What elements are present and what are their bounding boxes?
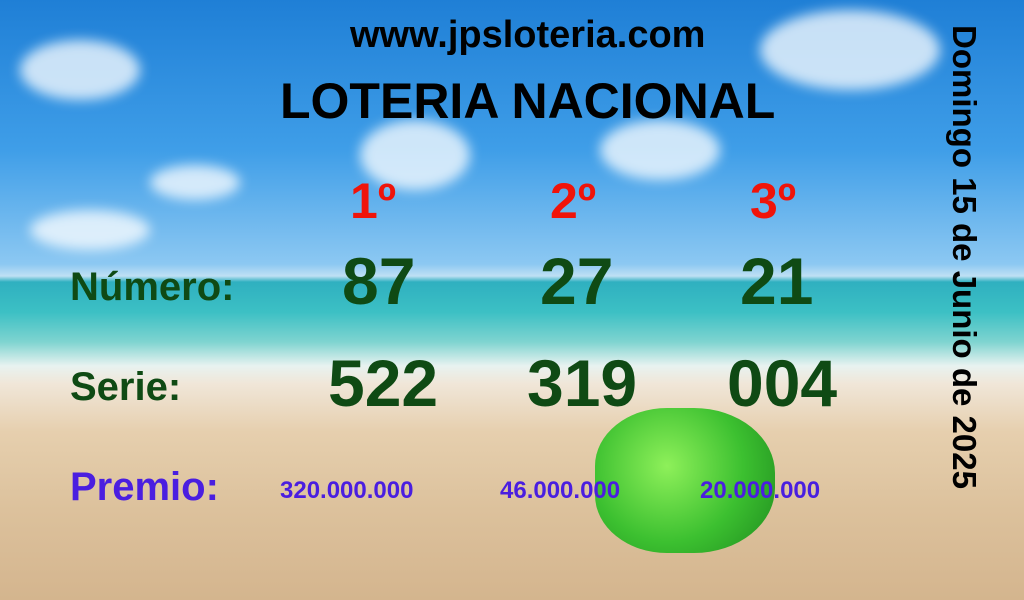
prize-position-3: 3º (750, 173, 797, 229)
green-float-image (595, 408, 775, 553)
cloud (360, 120, 470, 190)
premio-2: 46.000.000 (500, 477, 621, 504)
numero-label: Número: (70, 265, 235, 309)
cloud (20, 40, 140, 100)
cloud (600, 120, 720, 180)
serie-1: 522 (328, 346, 439, 420)
premio-label: Premio: (70, 465, 219, 509)
numero-1: 87 (342, 244, 416, 318)
prize-position-2: 2º (550, 173, 597, 229)
serie-3: 004 (727, 346, 838, 420)
serie-2: 319 (527, 346, 638, 420)
serie-label: Serie: (70, 365, 182, 409)
premio-3: 20.000.000 (700, 477, 821, 504)
page-title: LOTERIA NACIONAL (280, 73, 776, 129)
numero-2: 27 (540, 244, 614, 318)
cloud (30, 210, 150, 250)
premio-1: 320.000.000 (280, 477, 414, 504)
cloud (760, 10, 940, 90)
prize-position-1: 1º (350, 173, 397, 229)
numero-3: 21 (740, 244, 814, 318)
website-url: www.jpsloteria.com (350, 14, 706, 56)
cloud (150, 165, 240, 200)
draw-date: Domingo 15 de Junio de 2025 (946, 25, 983, 489)
